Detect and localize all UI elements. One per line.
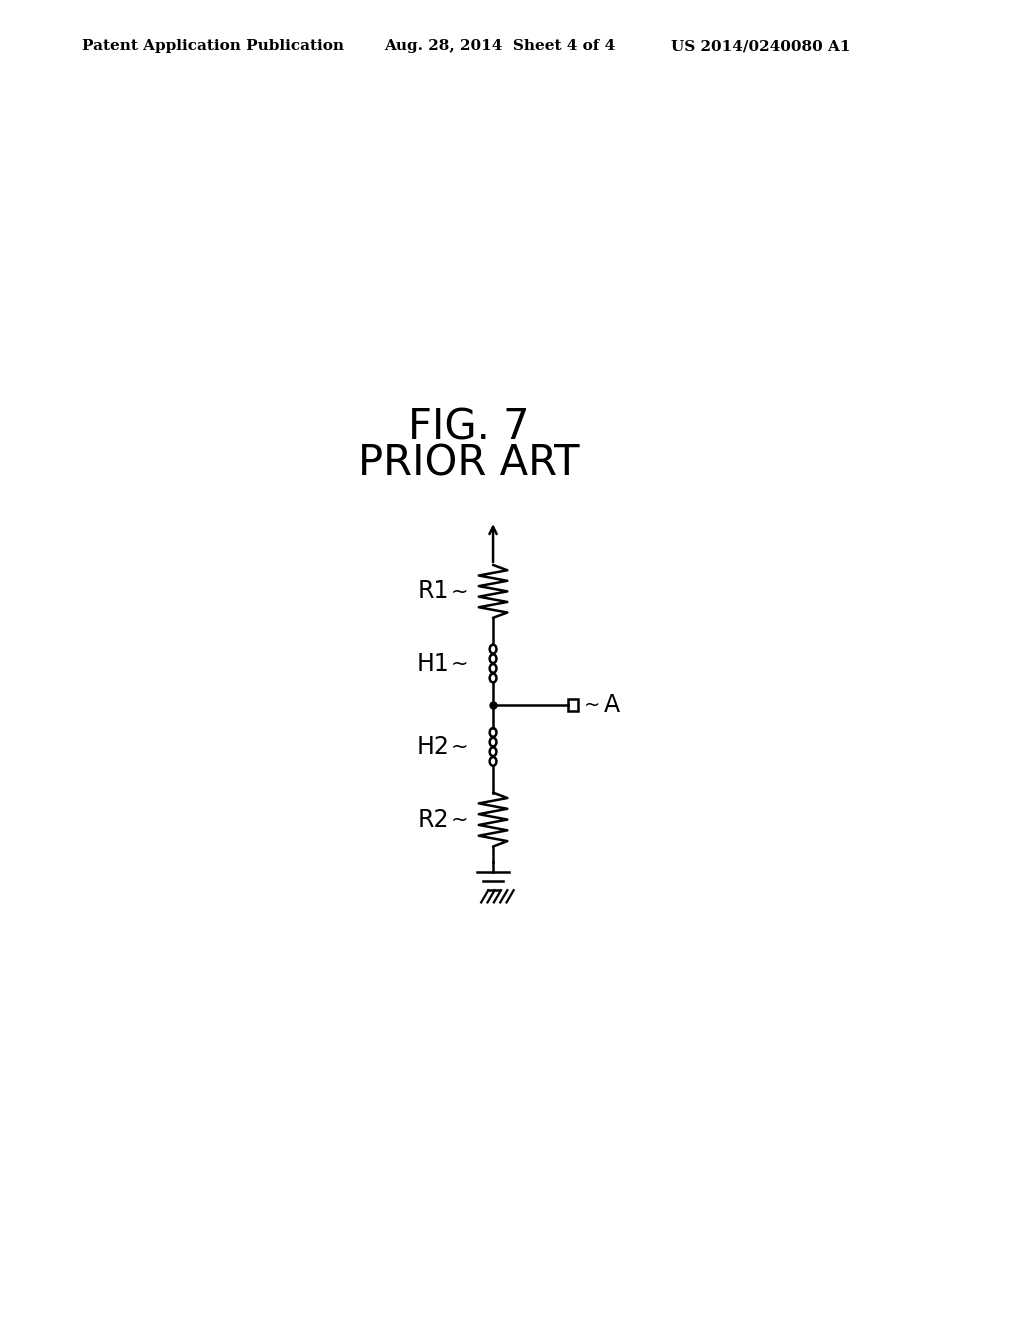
- Bar: [568, 700, 578, 711]
- Text: ~: ~: [451, 581, 469, 602]
- Text: PRIOR ART: PRIOR ART: [358, 442, 580, 484]
- Text: ~: ~: [585, 696, 601, 714]
- Text: Aug. 28, 2014  Sheet 4 of 4: Aug. 28, 2014 Sheet 4 of 4: [384, 40, 615, 53]
- Text: ~: ~: [451, 737, 469, 756]
- Text: ~: ~: [451, 653, 469, 673]
- Text: H2: H2: [417, 735, 450, 759]
- Text: R2: R2: [418, 808, 450, 832]
- Text: R1: R1: [418, 579, 450, 603]
- Text: FIG. 7: FIG. 7: [409, 407, 530, 449]
- Text: Patent Application Publication: Patent Application Publication: [82, 40, 344, 53]
- Text: US 2014/0240080 A1: US 2014/0240080 A1: [671, 40, 850, 53]
- Text: A: A: [603, 693, 620, 717]
- Text: ~: ~: [451, 809, 469, 829]
- Text: H1: H1: [417, 652, 450, 676]
